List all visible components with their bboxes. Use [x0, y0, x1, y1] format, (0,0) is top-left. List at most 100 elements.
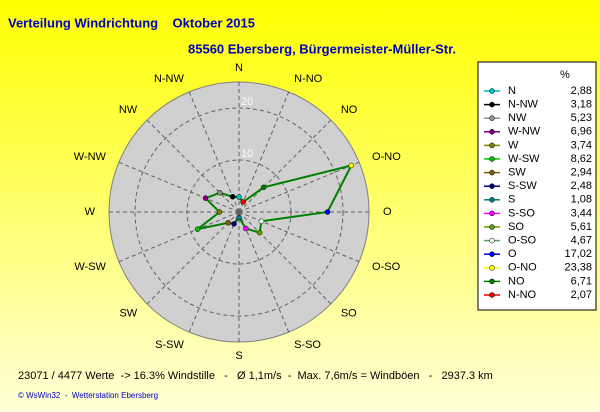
legend-value: 23,38: [564, 262, 592, 274]
legend-marker: [489, 156, 495, 162]
legend-label: O: [508, 248, 517, 260]
angle-label: NO: [341, 104, 358, 116]
legend-marker: [489, 265, 495, 271]
legend-value: 4,67: [571, 235, 592, 247]
footer: 23071 / 4477 Werte -> 16.3% Windstille -…: [18, 370, 493, 382]
legend-value: 5,61: [571, 221, 592, 233]
angle-label: N: [235, 62, 243, 74]
legend-marker: [489, 169, 495, 176]
angle-label: N-NW: [154, 73, 185, 85]
legend-value: 3,74: [571, 139, 592, 151]
spoke: [118, 211, 240, 263]
r-tick-label: 10: [241, 148, 253, 160]
spoke: [146, 211, 240, 305]
legend-label: NW: [508, 112, 527, 124]
point: [324, 209, 331, 215]
legend-value: 2,88: [571, 85, 592, 97]
r-tick-label: 20: [241, 96, 253, 108]
point: [225, 220, 231, 226]
legend-value: 5,23: [571, 112, 592, 124]
spoke: [238, 91, 290, 213]
point: [229, 193, 236, 200]
legend-marker: [489, 115, 495, 121]
legend-marker: [489, 129, 495, 135]
point: [194, 226, 201, 232]
angle-label: W-SW: [74, 261, 106, 273]
legend-label: O-NO: [508, 262, 537, 274]
point: [258, 218, 265, 225]
legend-label: O-SO: [508, 235, 537, 247]
spoke: [146, 119, 240, 213]
point: [231, 221, 237, 227]
spoke: [238, 161, 360, 213]
spoke: [238, 211, 332, 305]
point: [216, 209, 223, 215]
legend-value: 17,02: [564, 248, 592, 260]
angle-label: SW: [119, 308, 137, 320]
legend-value: 2,94: [571, 167, 592, 179]
legend-value: 2,48: [571, 180, 592, 192]
legend-label: N-NW: [508, 99, 539, 111]
legend-value: 3,18: [571, 99, 592, 111]
angle-label: W-NW: [74, 151, 107, 163]
point: [236, 194, 242, 200]
angle-label: S-SO: [294, 339, 321, 351]
legend-marker: [489, 101, 495, 108]
point: [348, 162, 355, 169]
legend-marker: [489, 197, 495, 203]
legend-value: 6,96: [571, 126, 592, 138]
point: [236, 214, 242, 221]
legend-label: N-NO: [508, 289, 537, 301]
legend-marker: [489, 88, 495, 94]
grid-ring: [134, 107, 344, 317]
legend-header: %: [560, 69, 570, 81]
legend-value: 3,44: [571, 207, 592, 219]
credit: © WsWin32 - Wetterstation Ebersberg: [18, 391, 158, 400]
legend-marker: [489, 210, 495, 217]
angle-label: N-NO: [294, 73, 323, 85]
spoke: [238, 119, 332, 213]
angle-label: W: [85, 206, 96, 218]
legend-marker: [489, 278, 495, 285]
legend-marker: [489, 292, 495, 298]
angle-label: O-SO: [372, 261, 401, 273]
legend-label: SW: [508, 167, 526, 179]
legend-label: N: [508, 85, 516, 97]
point: [217, 190, 223, 196]
point: [256, 229, 263, 236]
legend-marker: [489, 251, 495, 257]
legend-label: W-SW: [508, 153, 540, 165]
legend-value: 2,07: [571, 289, 592, 301]
angle-label: SO: [341, 308, 357, 320]
legend-marker: [489, 237, 495, 244]
legend-label: S: [508, 194, 515, 206]
point: [202, 195, 209, 201]
chart-subtitle: 85560 Ebersberg, Bürgermeister-Müller-St…: [188, 41, 456, 56]
legend-marker: [489, 183, 495, 189]
legend-label: W-NW: [508, 126, 541, 138]
angle-label: O-NO: [372, 151, 401, 163]
legend-value: 8,62: [571, 153, 592, 165]
spoke: [118, 161, 240, 213]
point: [240, 199, 246, 205]
point: [260, 184, 267, 191]
legend-label: W: [508, 139, 519, 151]
chart-title: Verteilung Windrichtung Oktober 2015: [8, 15, 255, 30]
spoke: [238, 211, 290, 333]
legend-label: NO: [508, 275, 525, 287]
legend-value: 6,71: [571, 275, 592, 287]
point: [243, 225, 249, 232]
legend-marker: [489, 224, 495, 230]
legend-label: SO: [508, 221, 524, 233]
spoke: [188, 91, 240, 213]
spoke: [188, 211, 240, 333]
legend-label: S-SO: [508, 207, 535, 219]
legend-value: 1,08: [571, 194, 592, 206]
legend-label: S-SW: [508, 180, 537, 192]
angle-label: O: [383, 206, 392, 218]
legend-marker: [489, 142, 495, 149]
angle-label: S: [235, 350, 242, 362]
angle-label: NW: [119, 104, 138, 116]
angle-label: S-SW: [155, 339, 184, 351]
